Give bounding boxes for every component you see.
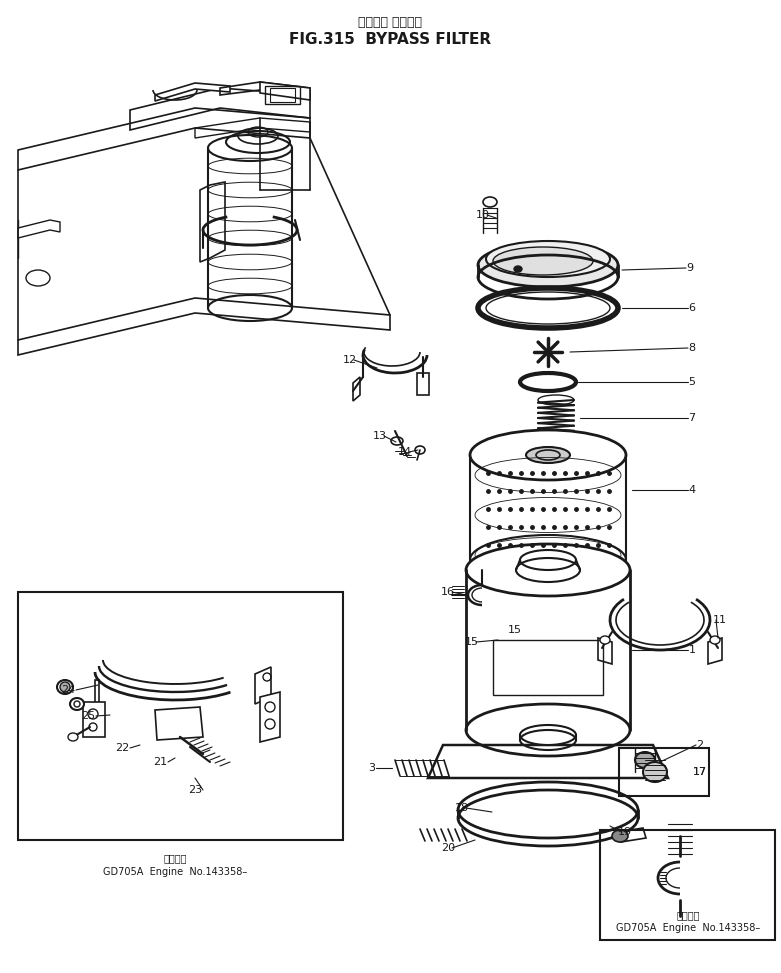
Text: GD705A  Engine  No.143358–: GD705A Engine No.143358– bbox=[103, 867, 247, 877]
Ellipse shape bbox=[514, 266, 522, 272]
Ellipse shape bbox=[526, 447, 570, 463]
Text: 9: 9 bbox=[686, 263, 694, 273]
Text: 16: 16 bbox=[441, 587, 455, 597]
Text: FIG.315  BYPASS FILTER: FIG.315 BYPASS FILTER bbox=[289, 32, 491, 48]
Bar bbox=[619, 748, 709, 796]
Ellipse shape bbox=[466, 544, 630, 596]
Text: 適用番号: 適用番号 bbox=[163, 853, 187, 863]
Polygon shape bbox=[260, 692, 280, 742]
Text: 17: 17 bbox=[693, 767, 707, 777]
Ellipse shape bbox=[68, 733, 78, 741]
Text: 10: 10 bbox=[476, 210, 490, 220]
Text: 24: 24 bbox=[61, 685, 75, 695]
Text: 8: 8 bbox=[688, 343, 696, 353]
Bar bbox=[600, 830, 775, 940]
Text: 22: 22 bbox=[115, 743, 129, 753]
Text: 13: 13 bbox=[373, 431, 387, 441]
Ellipse shape bbox=[57, 680, 73, 694]
Ellipse shape bbox=[643, 762, 667, 782]
Ellipse shape bbox=[710, 636, 720, 644]
Text: 21: 21 bbox=[153, 757, 167, 767]
Polygon shape bbox=[83, 702, 105, 737]
Text: 適用番号: 適用番号 bbox=[676, 910, 700, 920]
Text: 18: 18 bbox=[455, 803, 469, 813]
Text: 15: 15 bbox=[465, 637, 479, 647]
Bar bbox=[265, 86, 300, 104]
Text: 1: 1 bbox=[689, 645, 696, 655]
Text: 17: 17 bbox=[693, 767, 707, 777]
Polygon shape bbox=[155, 707, 203, 740]
Text: 5: 5 bbox=[689, 377, 696, 387]
Ellipse shape bbox=[478, 243, 618, 287]
Ellipse shape bbox=[635, 752, 655, 768]
Text: 23: 23 bbox=[188, 785, 202, 795]
Ellipse shape bbox=[612, 830, 628, 842]
Text: GD705A  Engine  No.143358–: GD705A Engine No.143358– bbox=[616, 923, 760, 933]
Text: 15: 15 bbox=[508, 625, 522, 635]
Text: 14: 14 bbox=[398, 447, 412, 457]
Bar bbox=[18, 592, 343, 840]
Polygon shape bbox=[155, 83, 230, 101]
Text: 2: 2 bbox=[697, 740, 704, 750]
Ellipse shape bbox=[520, 550, 576, 570]
Ellipse shape bbox=[470, 430, 626, 480]
Text: 7: 7 bbox=[688, 413, 696, 423]
Text: 3: 3 bbox=[369, 763, 376, 773]
Bar bbox=[270, 88, 295, 102]
Text: 19: 19 bbox=[618, 827, 632, 837]
Text: 25: 25 bbox=[81, 711, 95, 721]
Text: 6: 6 bbox=[689, 303, 696, 313]
Ellipse shape bbox=[493, 247, 593, 275]
Ellipse shape bbox=[520, 725, 576, 745]
Polygon shape bbox=[255, 667, 271, 704]
Ellipse shape bbox=[70, 698, 84, 710]
Text: 12: 12 bbox=[343, 355, 357, 365]
Ellipse shape bbox=[486, 241, 610, 277]
Text: バイパス フィルタ: バイパス フィルタ bbox=[358, 16, 422, 28]
Text: 20: 20 bbox=[441, 843, 455, 853]
Ellipse shape bbox=[600, 636, 610, 644]
Text: 4: 4 bbox=[688, 485, 696, 495]
Polygon shape bbox=[260, 82, 310, 100]
Ellipse shape bbox=[60, 682, 70, 692]
Text: 11: 11 bbox=[713, 615, 727, 625]
Bar bbox=[493, 640, 603, 695]
